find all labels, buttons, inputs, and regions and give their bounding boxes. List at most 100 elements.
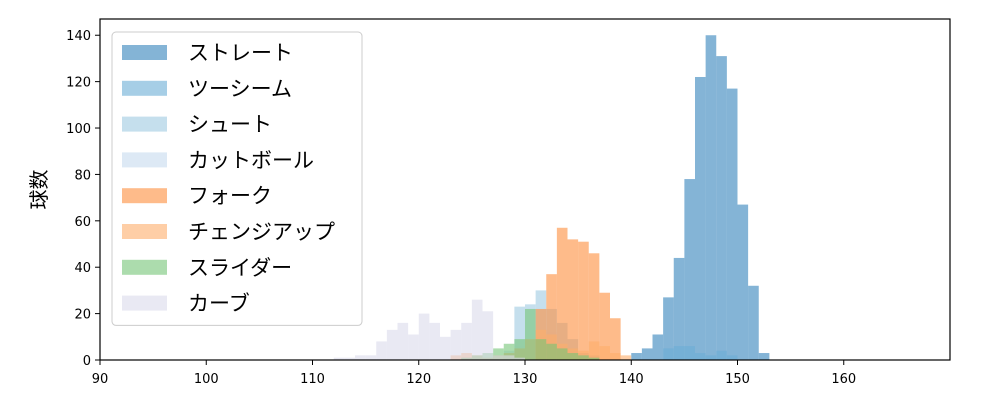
bar <box>461 322 472 360</box>
y-tick-label: 120 <box>66 76 91 91</box>
bar <box>641 348 653 360</box>
series-7 <box>333 299 525 360</box>
bar <box>695 76 706 360</box>
bar <box>673 346 685 360</box>
y-tick-label: 140 <box>66 29 91 44</box>
bar <box>705 35 717 360</box>
x-tick-label: 130 <box>513 372 538 387</box>
bar <box>620 355 632 360</box>
legend-swatch <box>122 116 167 132</box>
bar <box>588 253 600 360</box>
bar <box>599 346 610 360</box>
bar <box>525 308 536 360</box>
bar <box>514 339 525 360</box>
bar <box>663 297 674 360</box>
bar <box>503 343 515 360</box>
bar <box>684 346 695 360</box>
y-tick-label: 100 <box>66 122 91 137</box>
bar <box>695 353 706 360</box>
bar <box>578 241 589 360</box>
x-tick-label: 100 <box>194 372 219 387</box>
legend-swatch <box>122 45 167 60</box>
bar <box>578 355 589 360</box>
legend-swatch <box>122 295 167 311</box>
bar <box>556 348 568 360</box>
legend-label: チェンジアップ <box>188 220 335 244</box>
x-tick-label: 120 <box>406 372 431 387</box>
bar <box>482 311 494 360</box>
legend-label: スライダー <box>188 256 292 280</box>
bar <box>344 357 355 360</box>
bar <box>631 353 642 360</box>
bar <box>546 274 557 360</box>
y-tick-label: 80 <box>74 168 91 183</box>
legend-label: フォーク <box>188 184 272 208</box>
bar <box>705 355 717 360</box>
bar <box>365 355 377 360</box>
bar <box>726 355 738 360</box>
bar <box>726 88 738 361</box>
legend-swatch <box>122 80 167 96</box>
legend-label: カーブ <box>188 292 250 316</box>
bar <box>737 204 749 360</box>
y-tick-label: 20 <box>74 308 91 323</box>
bar <box>514 357 525 360</box>
bar <box>376 341 387 360</box>
bar <box>514 306 525 360</box>
bar <box>684 179 695 360</box>
bar <box>418 313 430 360</box>
legend-swatch <box>122 188 167 204</box>
bar <box>758 353 770 360</box>
bar <box>588 357 600 360</box>
bar <box>610 353 621 360</box>
bar <box>599 292 610 360</box>
bar <box>535 339 547 360</box>
bars-layer <box>333 35 770 361</box>
y-tick-label: 40 <box>74 261 91 276</box>
bar <box>386 329 398 360</box>
y-tick-label: 60 <box>74 215 91 230</box>
bar <box>546 343 557 360</box>
bar <box>673 257 685 360</box>
series-1 <box>663 346 738 360</box>
bar <box>333 357 345 360</box>
x-tick-label: 140 <box>619 372 644 387</box>
bar <box>556 227 568 360</box>
bar <box>440 336 451 360</box>
bar <box>397 322 409 360</box>
legend-swatch <box>122 224 167 239</box>
legend-box <box>111 31 363 326</box>
bar <box>716 56 727 360</box>
bar <box>503 355 515 360</box>
bar <box>429 322 440 360</box>
bar <box>610 318 621 360</box>
bar <box>408 334 419 360</box>
legend-label: ツーシーム <box>188 77 292 101</box>
x-tick-label: 110 <box>300 372 325 387</box>
legend-label: ストレート <box>188 41 293 65</box>
bar <box>663 348 674 360</box>
x-tick-label: 160 <box>831 372 856 387</box>
bar <box>588 341 600 360</box>
bar <box>355 355 366 360</box>
bar <box>716 350 727 360</box>
y-tick-label: 0 <box>83 354 91 369</box>
bar <box>471 299 483 360</box>
bar <box>567 353 579 360</box>
legend-swatch <box>122 259 167 275</box>
bar <box>450 329 462 360</box>
x-tick-label: 90 <box>92 372 109 387</box>
axes-layer: 90 100 110 120 130 140 150 160 0 20 40 60 80 100 120 14… <box>66 18 951 387</box>
series-0 <box>631 35 770 361</box>
legend-swatch <box>122 152 167 168</box>
bar <box>748 285 759 360</box>
legend-label: カットボール <box>188 148 314 172</box>
bar <box>493 348 504 360</box>
y-axis-label: 球数 <box>27 170 51 210</box>
bar <box>652 334 664 360</box>
x-tick-label: 150 <box>725 372 750 387</box>
bar <box>567 239 579 360</box>
